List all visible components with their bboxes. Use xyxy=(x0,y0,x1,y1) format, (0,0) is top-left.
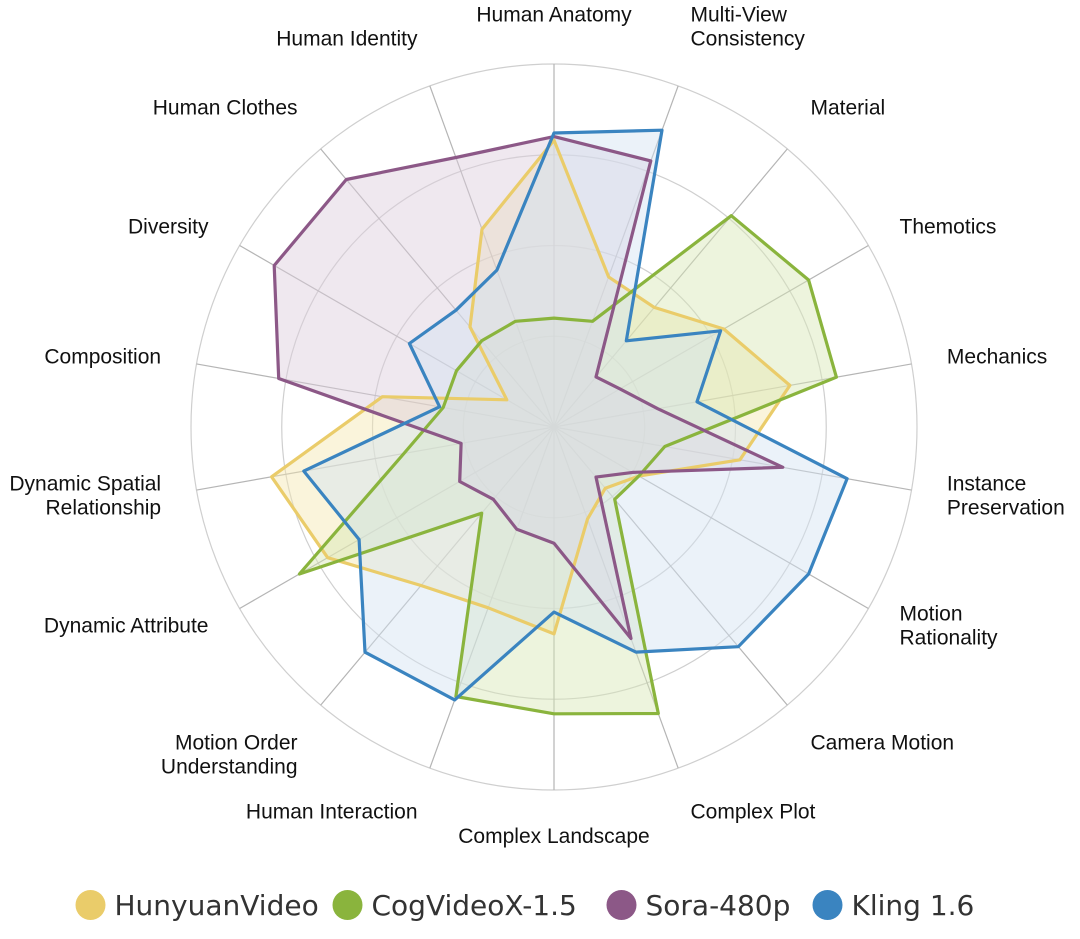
axis-label-mechanics: Mechanics xyxy=(947,346,1047,369)
axis-label-human-anatomy: Human Anatomy xyxy=(476,3,632,26)
spoke-dynamic-attribute xyxy=(239,426,555,610)
axis-label-human-identity: Human Identity xyxy=(276,27,418,50)
series-line-kling-1-6 xyxy=(302,128,849,702)
legend-item-hunyuanvideo: HunyuanVideo xyxy=(75,889,319,922)
radar-series-layer xyxy=(270,128,849,716)
axis-label-multi-view-consistency: Multi-View Consistency xyxy=(691,3,806,50)
legend-label-hunyuanvideo: HunyuanVideo xyxy=(115,889,319,922)
axis-label-diversity: Diversity xyxy=(128,216,209,239)
axis-label-composition: Composition xyxy=(44,346,161,369)
series-area-cogvideox-1-5 xyxy=(299,215,837,714)
legend-swatch-cogvideox-1-5 xyxy=(332,890,363,920)
radar-grid xyxy=(190,63,918,791)
axis-label-themotics: Themotics xyxy=(900,216,997,239)
spoke-multi-view-consistency xyxy=(553,85,679,428)
series-area-sora-480p xyxy=(274,136,783,639)
series-line-hunyuanvideo xyxy=(270,138,792,636)
legend-swatch-hunyuanvideo xyxy=(75,890,106,920)
spoke-diversity xyxy=(239,244,555,428)
legend-label-kling-1-6: Kling 1.6 xyxy=(852,889,975,922)
axis-label-instance-preservation: Instance Preservation xyxy=(947,472,1065,519)
axis-label-dynamic-spatial-relationship: Dynamic Spatial Relationship xyxy=(9,472,161,519)
axis-label-camera-motion: Camera Motion xyxy=(811,732,955,755)
axis-label-material: Material xyxy=(811,97,886,120)
legend-label-cogvideox-1-5: CogVideoX-1.5 xyxy=(372,889,577,922)
axis-label-dynamic-attribute: Dynamic Attribute xyxy=(44,615,209,638)
series-area-kling-1-6 xyxy=(303,130,848,700)
legend-swatch-kling-1-6 xyxy=(812,890,843,920)
series-line-sora-480p xyxy=(272,135,785,641)
spoke-motion-rationality xyxy=(553,426,869,610)
spoke-motion-order-understanding xyxy=(320,426,555,706)
legend-item-kling-1-6: Kling 1.6 xyxy=(812,889,975,922)
spoke-camera-motion xyxy=(553,426,788,706)
chart-legend: HunyuanVideo CogVideoX-1.5 Sora-480p Kling … xyxy=(75,889,975,922)
axis-label-human-clothes: Human Clothes xyxy=(153,97,298,120)
spoke-dynamic-spatial-relationship xyxy=(196,426,555,491)
axis-label-motion-order-understanding: Motion Order Understanding xyxy=(161,732,298,779)
axis-label-complex-plot: Complex Plot xyxy=(691,801,816,824)
axis-label-motion-rationality: Motion Rationality xyxy=(900,603,999,650)
spoke-material xyxy=(553,148,788,428)
legend-item-sora-480p: Sora-480p xyxy=(606,889,791,922)
series-area-hunyuanvideo xyxy=(271,140,790,634)
axis-labels: Human Anatomy Multi-View Consistency Materi… xyxy=(9,3,1065,848)
spoke-composition xyxy=(196,363,555,428)
series-line-cogvideox-1-5 xyxy=(297,214,839,716)
axis-label-complex-landscape: Complex Landscape xyxy=(458,825,649,848)
spoke-instance-preservation xyxy=(553,426,912,491)
axis-label-human-interaction: Human Interaction xyxy=(246,801,418,824)
spoke-human-interaction xyxy=(429,426,555,769)
spoke-human-clothes xyxy=(320,148,555,428)
spoke-mechanics xyxy=(553,363,912,428)
legend-swatch-sora-480p xyxy=(606,890,637,920)
spoke-themotics xyxy=(553,244,869,428)
legend-label-sora-480p: Sora-480p xyxy=(646,889,791,922)
legend-item-cogvideox-1-5: CogVideoX-1.5 xyxy=(332,889,577,922)
spoke-human-identity xyxy=(429,85,555,428)
